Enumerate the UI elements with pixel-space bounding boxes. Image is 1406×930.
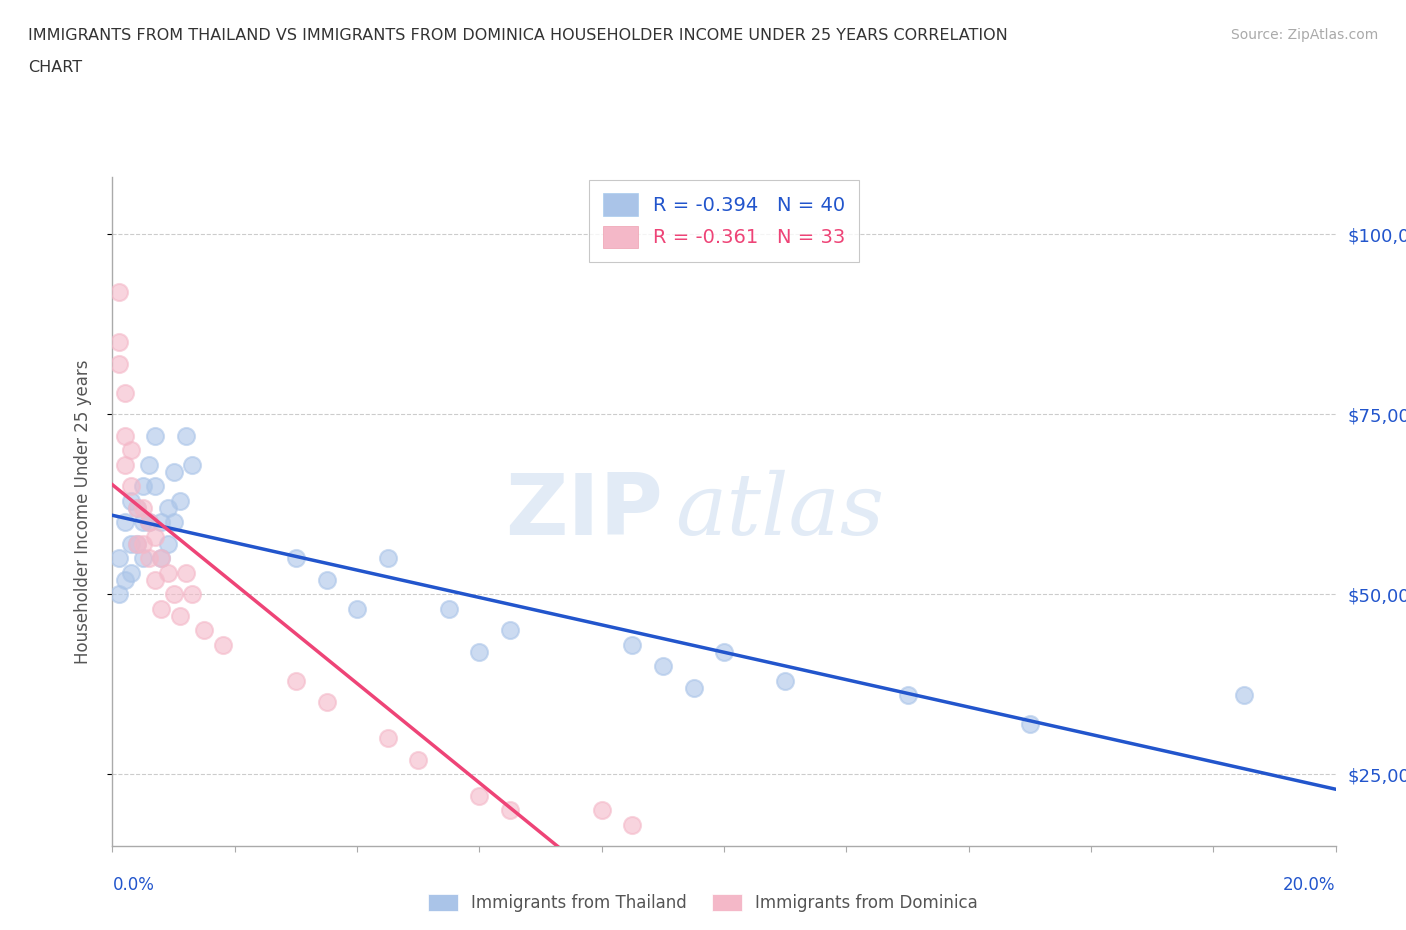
Text: IMMIGRANTS FROM THAILAND VS IMMIGRANTS FROM DOMINICA HOUSEHOLDER INCOME UNDER 25: IMMIGRANTS FROM THAILAND VS IMMIGRANTS F… bbox=[28, 28, 1008, 43]
Point bbox=[107, 356, 129, 371]
Point bbox=[138, 515, 160, 530]
Point bbox=[120, 493, 142, 508]
Point bbox=[114, 385, 136, 400]
Point bbox=[143, 529, 166, 544]
Point bbox=[174, 565, 197, 580]
Legend: R = -0.394   N = 40, R = -0.361   N = 33: R = -0.394 N = 40, R = -0.361 N = 33 bbox=[589, 179, 859, 261]
Point bbox=[143, 429, 166, 444]
Point bbox=[315, 573, 337, 588]
Point bbox=[132, 537, 155, 551]
Point bbox=[377, 551, 399, 565]
Point bbox=[621, 637, 644, 652]
Point bbox=[408, 752, 430, 767]
Point bbox=[143, 573, 166, 588]
Point bbox=[138, 458, 160, 472]
Point bbox=[315, 695, 337, 710]
Point bbox=[181, 458, 204, 472]
Point bbox=[181, 587, 204, 602]
Point bbox=[775, 673, 797, 688]
Point bbox=[125, 537, 148, 551]
Point bbox=[120, 443, 142, 458]
Point bbox=[114, 515, 136, 530]
Text: 20.0%: 20.0% bbox=[1284, 876, 1336, 895]
Point bbox=[591, 803, 613, 817]
Point bbox=[652, 658, 675, 673]
Point bbox=[138, 551, 160, 565]
Point bbox=[138, 515, 160, 530]
Point bbox=[499, 623, 522, 638]
Point bbox=[150, 515, 173, 530]
Text: ZIP: ZIP bbox=[505, 470, 664, 553]
Point bbox=[120, 565, 142, 580]
Point bbox=[437, 602, 460, 617]
Point bbox=[713, 644, 735, 659]
Text: CHART: CHART bbox=[28, 60, 82, 75]
Point bbox=[468, 644, 491, 659]
Point bbox=[163, 587, 186, 602]
Point bbox=[163, 515, 186, 530]
Point bbox=[174, 429, 197, 444]
Point bbox=[377, 731, 399, 746]
Point bbox=[150, 551, 173, 565]
Point bbox=[621, 817, 644, 832]
Text: 0.0%: 0.0% bbox=[112, 876, 155, 895]
Point bbox=[114, 458, 136, 472]
Point bbox=[1018, 716, 1040, 731]
Point bbox=[682, 681, 704, 696]
Point bbox=[114, 429, 136, 444]
Point bbox=[132, 500, 155, 515]
Point bbox=[897, 687, 920, 702]
Point bbox=[150, 602, 173, 617]
Point bbox=[156, 500, 179, 515]
Point bbox=[499, 803, 522, 817]
Point bbox=[132, 551, 155, 565]
Point bbox=[150, 551, 173, 565]
Point bbox=[169, 493, 191, 508]
Point bbox=[468, 789, 491, 804]
Point bbox=[346, 602, 368, 617]
Point bbox=[107, 587, 129, 602]
Point bbox=[163, 464, 186, 479]
Point bbox=[156, 565, 179, 580]
Point bbox=[125, 537, 148, 551]
Point bbox=[120, 537, 142, 551]
Point bbox=[193, 623, 215, 638]
Point bbox=[1233, 687, 1256, 702]
Point bbox=[143, 479, 166, 494]
Point bbox=[132, 515, 155, 530]
Point bbox=[284, 551, 308, 565]
Point bbox=[156, 537, 179, 551]
Y-axis label: Householder Income Under 25 years: Householder Income Under 25 years bbox=[73, 359, 91, 664]
Legend: Immigrants from Thailand, Immigrants from Dominica: Immigrants from Thailand, Immigrants fro… bbox=[427, 895, 979, 912]
Point bbox=[114, 573, 136, 588]
Point bbox=[169, 608, 191, 623]
Point bbox=[120, 479, 142, 494]
Point bbox=[107, 335, 129, 350]
Point bbox=[284, 673, 308, 688]
Text: atlas: atlas bbox=[675, 471, 884, 552]
Point bbox=[211, 637, 233, 652]
Point bbox=[107, 551, 129, 565]
Point bbox=[132, 479, 155, 494]
Point bbox=[125, 500, 148, 515]
Point bbox=[125, 500, 148, 515]
Point bbox=[107, 285, 129, 299]
Text: Source: ZipAtlas.com: Source: ZipAtlas.com bbox=[1230, 28, 1378, 42]
